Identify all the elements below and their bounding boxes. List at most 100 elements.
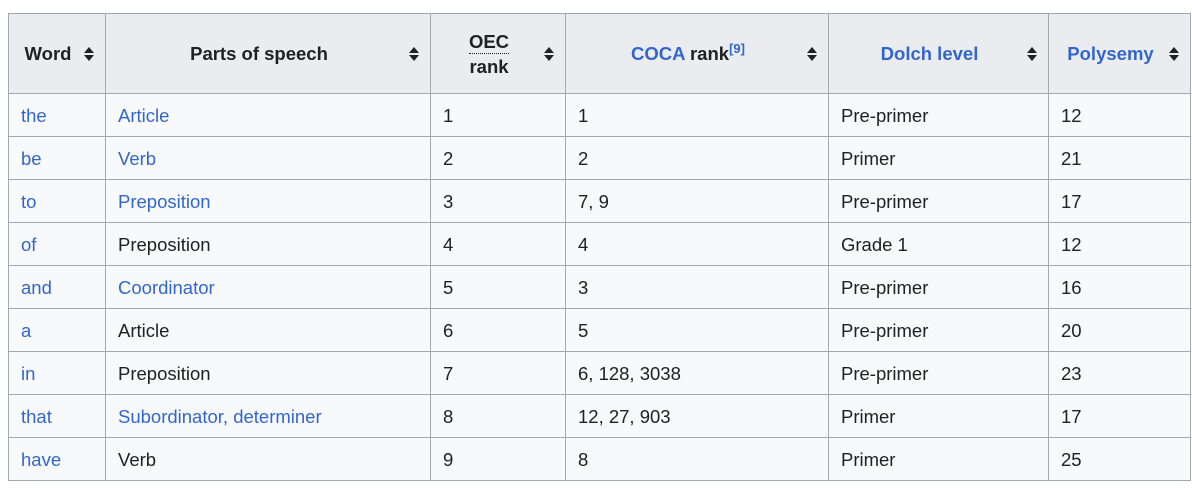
table-row: a Article 6 5 Pre-primer 20 (8, 308, 1191, 352)
column-label-parts-of-speech: Parts of speech (190, 43, 328, 64)
part-of-speech-link[interactable]: Article (118, 104, 170, 126)
column-header-word[interactable]: Word (8, 13, 106, 94)
dolch-level-cell: Pre-primer (828, 351, 1049, 395)
coca-rank-value: 3 (578, 276, 589, 298)
column-header-coca-rank[interactable]: COCA rank[9] (565, 13, 829, 94)
table-row: that Subordinator, determiner 8 12, 27, 903… (8, 394, 1191, 438)
sort-icon[interactable] (807, 46, 817, 61)
dolch-level-value: Pre-primer (841, 190, 929, 212)
coca-rank-value: 5 (578, 319, 589, 341)
polysemy-cell: 20 (1048, 308, 1191, 352)
column-label-word: Word (24, 43, 72, 64)
sort-desc-icon (409, 54, 419, 61)
part-of-speech-link[interactable]: Verb (118, 147, 157, 169)
word-link[interactable]: the (21, 104, 47, 126)
coca-rank-cell: 1 (565, 93, 829, 137)
word-cell: the (8, 93, 106, 137)
sort-icon[interactable] (409, 46, 419, 61)
dolch-level-value: Pre-primer (841, 104, 929, 126)
oec-rank-cell: 6 (430, 308, 566, 352)
parts-of-speech-cell: Coordinator (105, 265, 431, 309)
coca-rank-value: 6, 128, 3038 (578, 362, 681, 384)
polysemy-cell: 21 (1048, 136, 1191, 180)
part-of-speech-link[interactable]: determiner (233, 405, 322, 427)
parts-of-speech-cell: Preposition (105, 179, 431, 223)
sort-desc-icon (1027, 54, 1037, 61)
polysemy-cell: 17 (1048, 394, 1191, 438)
column-header-polysemy[interactable]: Polysemy (1048, 13, 1191, 94)
coca-rank-value: 12, 27, 903 (578, 405, 671, 427)
coca-rank-value: 2 (578, 147, 589, 169)
polysemy-value: 17 (1061, 190, 1082, 212)
dolch-level-cell: Grade 1 (828, 222, 1049, 266)
dolch-level-cell: Primer (828, 136, 1049, 180)
parts-of-speech-cell: Subordinator, determiner (105, 394, 431, 438)
oec-rank-value: 3 (443, 190, 454, 212)
part-of-speech-text: Preposition (118, 233, 211, 255)
coca-rank-cell: 6, 128, 3038 (565, 351, 829, 395)
column-header-dolch-level[interactable]: Dolch level (828, 13, 1049, 94)
polysemy-value: 21 (1061, 147, 1082, 169)
oec-rank-cell: 7 (430, 351, 566, 395)
word-link[interactable]: have (21, 448, 62, 470)
sort-asc-icon (84, 46, 94, 53)
sort-desc-icon (84, 54, 94, 61)
polysemy-value: 17 (1061, 405, 1082, 427)
sort-asc-icon (807, 46, 817, 53)
word-link[interactable]: a (21, 319, 32, 341)
coca-rank-value: 7, 9 (578, 190, 609, 212)
part-of-speech-link[interactable]: Coordinator (118, 276, 215, 298)
polysemy-cell: 17 (1048, 179, 1191, 223)
coca-rank-cell: 8 (565, 437, 829, 481)
word-link[interactable]: and (21, 276, 52, 298)
dolch-level-cell: Primer (828, 437, 1049, 481)
dolch-level-value: Pre-primer (841, 319, 929, 341)
coca-rank-cell: 5 (565, 308, 829, 352)
sort-icon[interactable] (84, 46, 94, 61)
table-row: and Coordinator 5 3 Pre-primer 16 (8, 265, 1191, 309)
word-link[interactable]: be (21, 147, 42, 169)
column-header-parts-of-speech[interactable]: Parts of speech (105, 13, 431, 94)
oec-abbreviation[interactable]: OEC (468, 30, 510, 54)
word-link[interactable]: that (21, 405, 52, 427)
table-row: have Verb 9 8 Primer 25 (8, 437, 1191, 481)
sort-asc-icon (409, 46, 419, 53)
polysemy-value: 12 (1061, 233, 1082, 255)
dolch-level-cell: Pre-primer (828, 93, 1049, 137)
dolch-level-link[interactable]: Dolch level (880, 43, 979, 64)
coca-link[interactable]: COCA (631, 43, 685, 64)
word-link[interactable]: of (21, 233, 37, 255)
sort-asc-icon (1027, 46, 1037, 53)
dolch-level-value: Primer (841, 405, 896, 427)
reference-9-link[interactable]: [9] (729, 40, 745, 56)
dolch-level-cell: Pre-primer (828, 308, 1049, 352)
word-cell: have (8, 437, 106, 481)
dolch-level-value: Pre-primer (841, 362, 929, 384)
sort-icon[interactable] (1169, 46, 1179, 61)
sort-asc-icon (1169, 46, 1179, 53)
part-of-speech-link[interactable]: Subordinator, (118, 405, 229, 427)
word-cell: in (8, 351, 106, 395)
sort-icon[interactable] (544, 46, 554, 61)
dolch-level-value: Pre-primer (841, 276, 929, 298)
sort-icon[interactable] (1027, 46, 1037, 61)
word-cell: be (8, 136, 106, 180)
oec-rank-value: 6 (443, 319, 454, 341)
polysemy-cell: 12 (1048, 93, 1191, 137)
polysemy-link[interactable]: Polysemy (1067, 43, 1154, 64)
parts-of-speech-cell: Verb (105, 437, 431, 481)
table-body: the Article 1 1 Pre-primer 12 be Verb 2 2 Primer 21… (8, 93, 1191, 481)
polysemy-value: 16 (1061, 276, 1082, 298)
sort-desc-icon (807, 54, 817, 61)
word-link[interactable]: to (21, 190, 37, 212)
sort-asc-icon (544, 46, 554, 53)
sort-desc-icon (1169, 54, 1179, 61)
column-header-oec-rank[interactable]: OEC rank (430, 13, 566, 94)
table-row: to Preposition 3 7, 9 Pre-primer 17 (8, 179, 1191, 223)
word-cell: that (8, 394, 106, 438)
part-of-speech-link[interactable]: Preposition (118, 190, 211, 212)
parts-of-speech-cell: Preposition (105, 351, 431, 395)
word-link[interactable]: in (21, 362, 36, 384)
word-cell: to (8, 179, 106, 223)
